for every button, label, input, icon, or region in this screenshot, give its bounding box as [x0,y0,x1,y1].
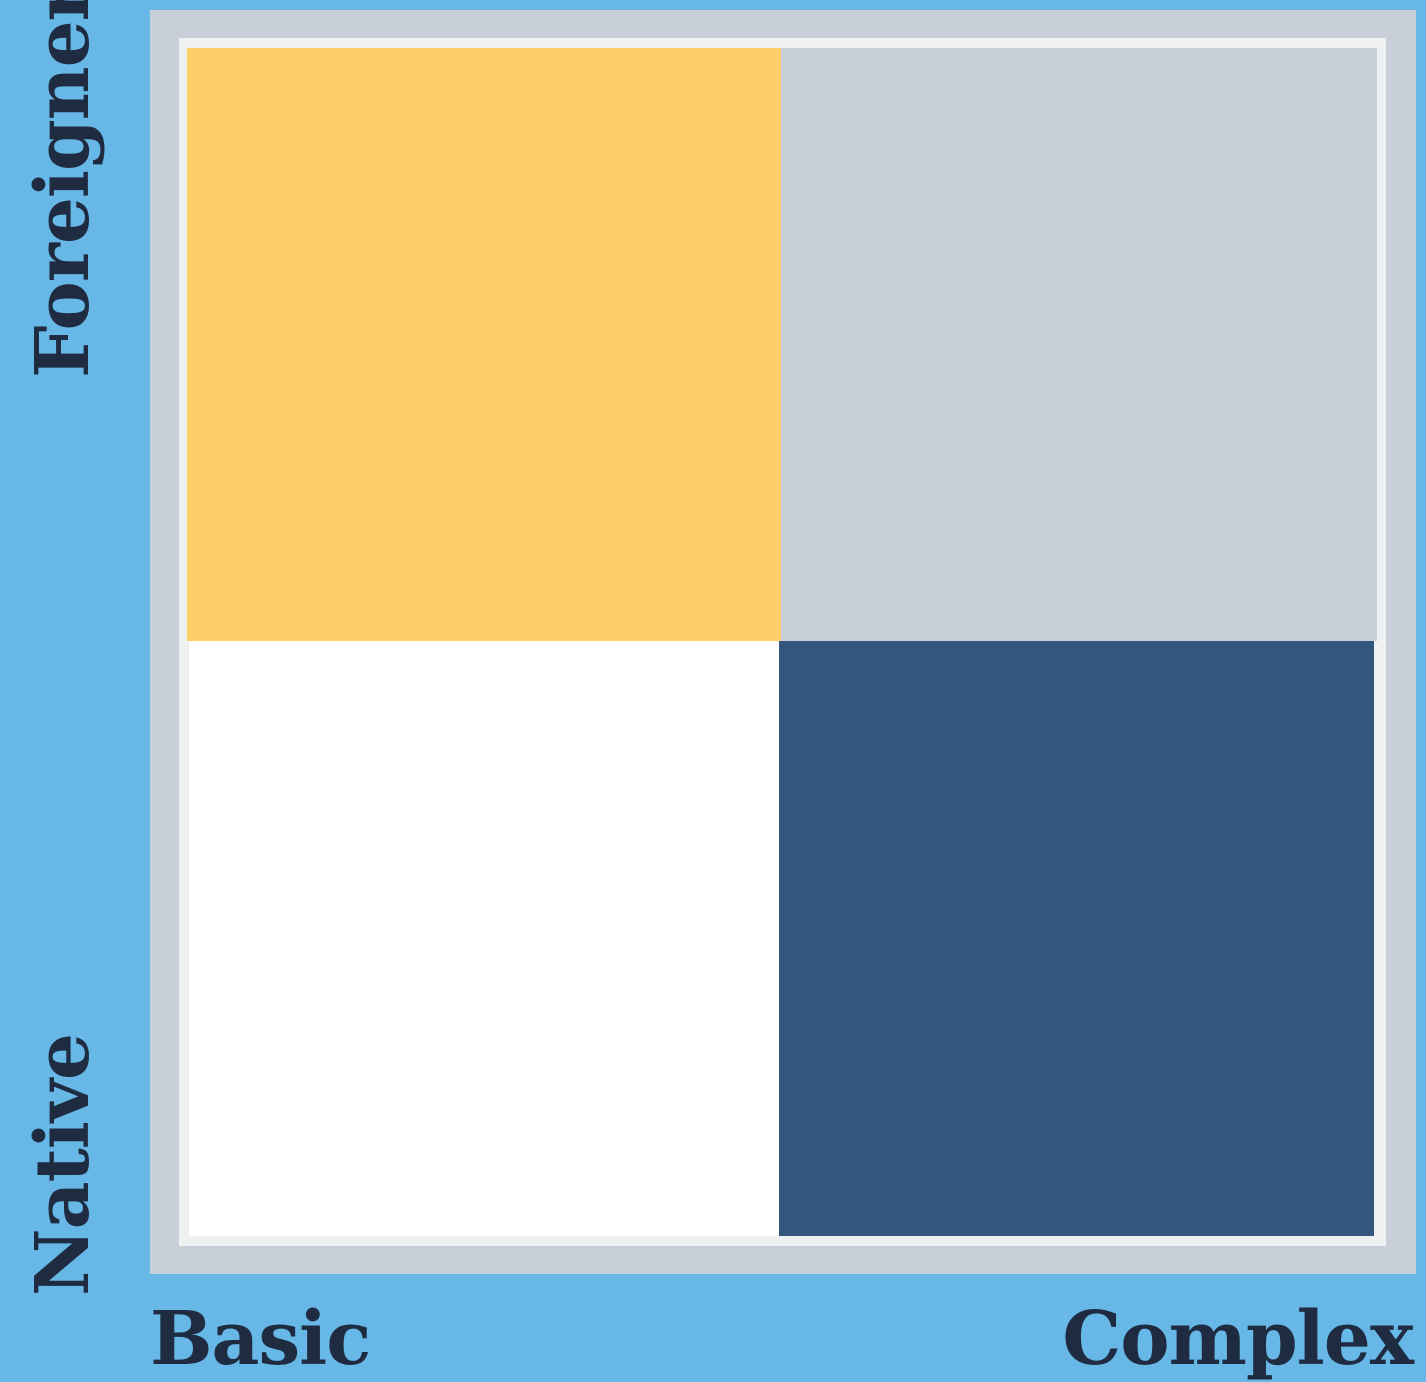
quadrant-basic-foreigner [187,48,781,641]
y-axis-bottom-label: Native [20,1034,106,1296]
quadrant-complex-native [779,641,1374,1236]
x-axis-right-label: Complex [1062,1296,1414,1382]
quadrant-basic-native [189,641,779,1236]
y-axis-top-label: Foreigner [20,0,106,378]
x-axis-left-label: Basic [150,1296,371,1382]
quadrant-complex-foreigner [781,48,1377,641]
